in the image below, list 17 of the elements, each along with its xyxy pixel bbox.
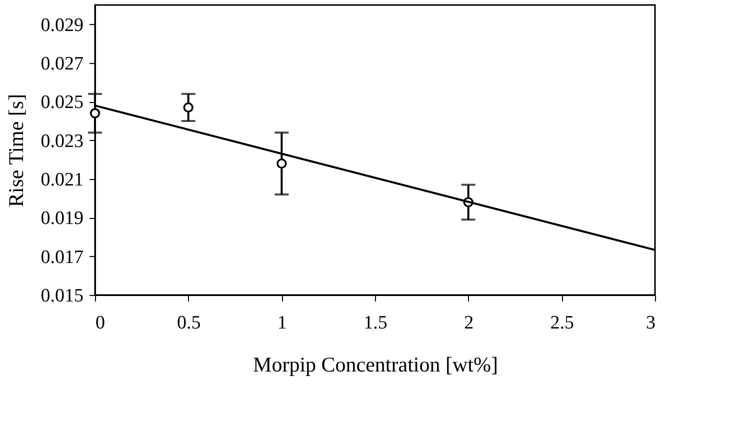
x-tick-label: 3: [646, 312, 656, 334]
y-tick-label: 0.019: [40, 208, 84, 230]
y-tick-label: 0.027: [40, 54, 84, 74]
x-tick-label: 0: [96, 312, 105, 334]
x-tick-label: 0.5: [176, 312, 201, 334]
y-tick-label: 0.021: [40, 170, 84, 190]
y-tick-label: 0.023: [40, 130, 84, 152]
y-tick-label: 0.029: [40, 14, 84, 36]
x-tick-label: 1: [277, 312, 287, 334]
x-tick-label: 2.5: [550, 312, 574, 334]
y-axis-title: Rise Time [s]: [4, 94, 28, 208]
y-tick-label: 0.015: [40, 286, 84, 306]
y-tick-label: 0.017: [40, 246, 84, 268]
x-axis-title: Morpip Concentration [wt%]: [253, 352, 498, 376]
x-tick-label: 2: [464, 312, 474, 334]
y-tick-label: 0.025: [40, 92, 84, 114]
x-tick-label: 1.5: [364, 312, 388, 334]
